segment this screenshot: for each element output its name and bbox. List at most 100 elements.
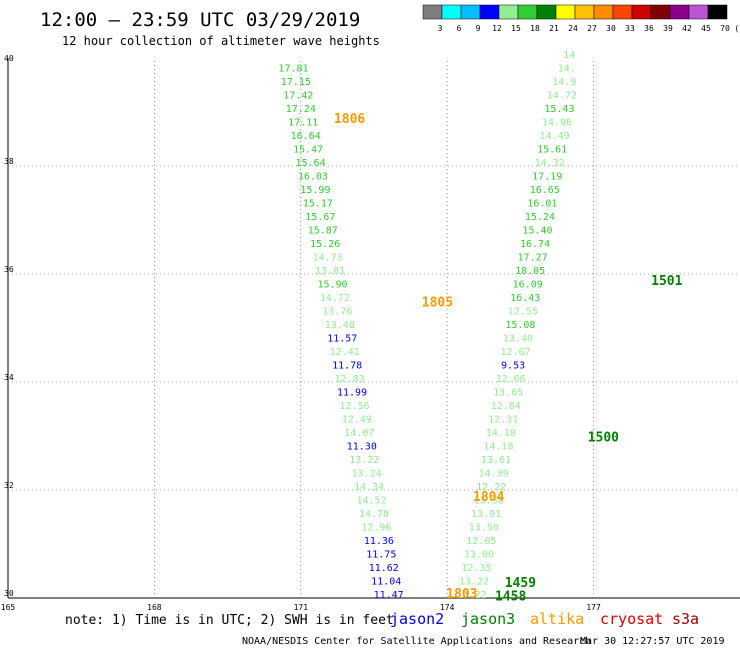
colorbar-swatch [536, 4, 557, 20]
wave-height-value: 13.00 [464, 550, 494, 561]
colorbar-label: 15 [511, 24, 521, 33]
wave-height-value: 15.08 [505, 320, 535, 331]
y-tick-label: 32 [4, 481, 14, 490]
wave-height-value: 14.72 [547, 91, 577, 102]
y-tick-label: 30 [4, 589, 14, 598]
wave-height-value: 16.01 [527, 199, 557, 210]
wave-height-value: 14.52 [357, 496, 387, 507]
wave-height-value: 13.38 [474, 496, 504, 507]
colorbar-swatch [555, 4, 576, 20]
colorbar-label: 24 [568, 24, 578, 33]
wave-height-value: 15.99 [300, 185, 330, 196]
wave-height-value: 15.24 [525, 212, 555, 223]
data-points: 17.81 17.15 17.42 17.24 17.11 16.64 15.47 15.64… [278, 50, 577, 601]
x-tick-label: 171 [294, 603, 309, 612]
wave-height-value: 13.61 [481, 455, 511, 466]
colorbar-swatch [593, 4, 614, 20]
footer-credit: NOAA/NESDIS Center for Satellite Applica… [242, 636, 591, 647]
wave-height-value: 11.75 [366, 550, 396, 561]
time-label: 1806 [334, 112, 365, 127]
wave-height-value: 11.78 [332, 361, 362, 372]
colorbar-swatch [707, 4, 728, 20]
colorbar-swatch [479, 4, 500, 20]
time-label: 1803 [446, 587, 477, 602]
wave-height-value: 15.61 [537, 145, 567, 156]
colorbar-label: 27 [587, 24, 597, 33]
chart-title: 12:00 – 23:59 UTC 03/29/2019 [40, 9, 360, 31]
wave-height-value: 14.32 [535, 158, 565, 169]
wave-height-value: 11.62 [369, 563, 399, 574]
x-tick-label: 168 [147, 603, 162, 612]
mission-label-jason2: jason2 [390, 610, 444, 628]
colorbar-swatch [517, 4, 538, 20]
wave-height-value: 12.67 [500, 347, 530, 358]
colorbar-label: 45 [701, 24, 711, 33]
wave-height-value: 15.87 [308, 226, 338, 237]
colorbar-label: 3 [438, 24, 443, 33]
wave-height-value: 13.22 [459, 577, 489, 588]
wave-height-value: 13.91 [471, 509, 501, 520]
wave-height-value: 13.65 [493, 388, 523, 399]
colorbar-swatch [441, 4, 462, 20]
wave-height-value: 17.15 [281, 77, 311, 88]
wave-height-value: 11.47 [374, 590, 404, 601]
mission-label-jason3: jason3 [461, 610, 515, 628]
colorbar-label: 6 [457, 24, 462, 33]
colorbar-label: 39 [663, 24, 673, 33]
wave-height-value: 11.36 [364, 536, 394, 547]
wave-height-value: 12.22 [476, 482, 506, 493]
wave-height-value: 14.10 [486, 428, 516, 439]
wave-height-value: 13.22 [457, 590, 487, 601]
time-label: 1458 [495, 590, 526, 605]
wave-height-value: 15.17 [303, 199, 333, 210]
colorbar-swatch [574, 4, 595, 20]
time-label: 1500 [588, 430, 619, 445]
wave-height-value: 16.43 [510, 293, 540, 304]
y-tick-label: 34 [4, 373, 14, 382]
colorbar-label: (ft) [734, 24, 740, 33]
mission-label-s3a: s3a [672, 610, 699, 628]
colorbar-swatch [612, 4, 633, 20]
wave-height-value: 18.05 [515, 266, 545, 277]
grid [7, 58, 740, 599]
colorbar-label: 21 [549, 24, 559, 33]
x-tick-label: 174 [440, 603, 455, 612]
wave-height-value: 12.66 [496, 374, 526, 385]
wave-height-value: 17.42 [283, 91, 313, 102]
colorbar-label: 36 [644, 24, 654, 33]
wave-height-value: 15.43 [544, 104, 574, 115]
mission-legend: jason2 jason3 altika cryosat s3a [390, 610, 699, 628]
colorbar-label: 9 [476, 24, 481, 33]
wave-height-value: 15.40 [522, 226, 552, 237]
wave-height-value: 12.84 [491, 401, 521, 412]
colorbar-label: 18 [530, 24, 540, 33]
y-tick-label: 40 [4, 54, 14, 63]
wave-height-value: 17.24 [286, 104, 316, 115]
colorbar-label: 12 [492, 24, 502, 33]
wave-height-value: 14.73 [313, 253, 343, 264]
wave-height-value: 14.96 [542, 118, 572, 129]
wave-height-value: 17.19 [532, 172, 562, 183]
axis-ticks: 165 168 171 174 177 30 32 34 36 38 40 [1, 54, 601, 612]
wave-height-value: 13.81 [315, 266, 345, 277]
wave-height-value: 12.56 [339, 401, 369, 412]
wave-height-value: 12.96 [361, 523, 391, 534]
x-tick-label: 165 [1, 603, 16, 612]
colorbar-swatch [631, 4, 652, 20]
wave-height-value: 16.65 [530, 185, 560, 196]
wave-height-value: 16.09 [513, 280, 543, 291]
wave-height-value: 16.74 [520, 239, 550, 250]
footer-timestamp: Mar 30 12:27:57 UTC 2019 [580, 636, 725, 647]
colorbar-label: 33 [625, 24, 635, 33]
wave-height-value: 13.48 [325, 320, 355, 331]
wave-height-value: 14 [563, 50, 575, 61]
x-tick-label: 177 [586, 603, 601, 612]
wave-height-value: 15.26 [310, 239, 340, 250]
wave-height-value: 11.04 [371, 577, 401, 588]
wave-height-value: 14.34 [354, 482, 384, 493]
colorbar-swatch [460, 4, 481, 20]
